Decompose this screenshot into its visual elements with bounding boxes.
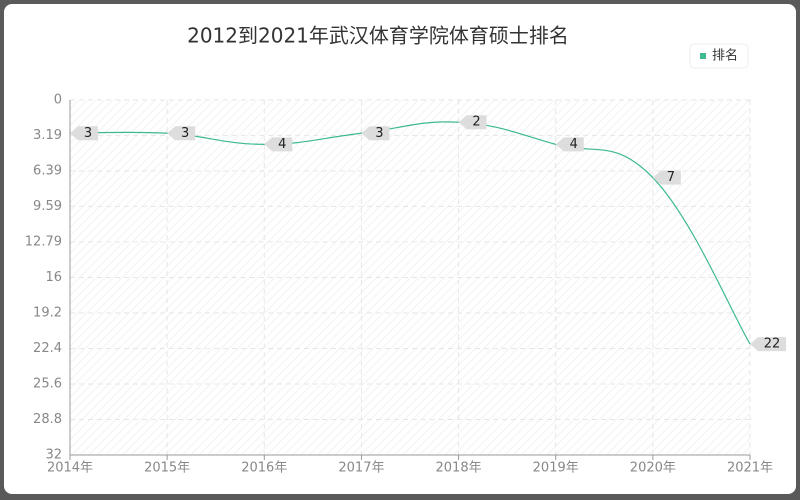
label-tag bbox=[750, 337, 786, 352]
y-tick-label: 6.39 bbox=[33, 163, 62, 178]
data-label: 3 bbox=[181, 126, 189, 141]
x-tick-label: 2019年 bbox=[533, 461, 579, 476]
x-tick-label: 2017年 bbox=[338, 461, 384, 476]
x-tick-label: 2016年 bbox=[241, 461, 287, 476]
legend-swatch bbox=[700, 53, 706, 59]
label-tag bbox=[458, 115, 487, 130]
y-tick-label: 28.8 bbox=[33, 412, 62, 427]
label-tag bbox=[70, 126, 98, 141]
data-label: 4 bbox=[570, 137, 578, 152]
y-tick-label: 3.19 bbox=[33, 128, 62, 143]
y-tick-label: 22.4 bbox=[33, 341, 62, 356]
data-label: 22 bbox=[764, 337, 781, 352]
y-tick-label: 32 bbox=[45, 448, 62, 463]
label-tag bbox=[555, 137, 584, 152]
label-tag bbox=[361, 126, 390, 141]
y-tick-label: 19.2 bbox=[33, 306, 62, 321]
x-tick-label: 2018年 bbox=[436, 461, 482, 476]
data-label: 3 bbox=[375, 126, 383, 141]
legend-label: 排名 bbox=[712, 48, 738, 64]
data-label: 2 bbox=[472, 115, 480, 130]
y-tick-label: 16 bbox=[45, 270, 62, 285]
chart-title: 2012到2021年武汉体育学院体育硕士排名 bbox=[187, 24, 569, 48]
data-label: 3 bbox=[84, 126, 92, 141]
label-tag bbox=[264, 137, 293, 152]
legend-box bbox=[689, 43, 749, 69]
data-label: 4 bbox=[278, 137, 286, 152]
y-tick-label: 25.6 bbox=[33, 377, 62, 392]
label-tag bbox=[167, 126, 196, 141]
label-tag bbox=[652, 170, 681, 185]
x-tick-label: 2014年 bbox=[47, 461, 93, 476]
y-tick-label: 12.79 bbox=[25, 234, 62, 249]
plot-area bbox=[70, 100, 750, 455]
x-tick-label: 2015年 bbox=[144, 461, 190, 476]
data-label: 7 bbox=[667, 170, 675, 185]
y-tick-label: 0 bbox=[54, 93, 62, 108]
legend: 排名 bbox=[689, 43, 749, 69]
y-tick-label: 9.59 bbox=[33, 199, 62, 214]
x-tick-label: 2021年 bbox=[727, 461, 773, 476]
x-tick-label: 2020年 bbox=[630, 461, 676, 476]
